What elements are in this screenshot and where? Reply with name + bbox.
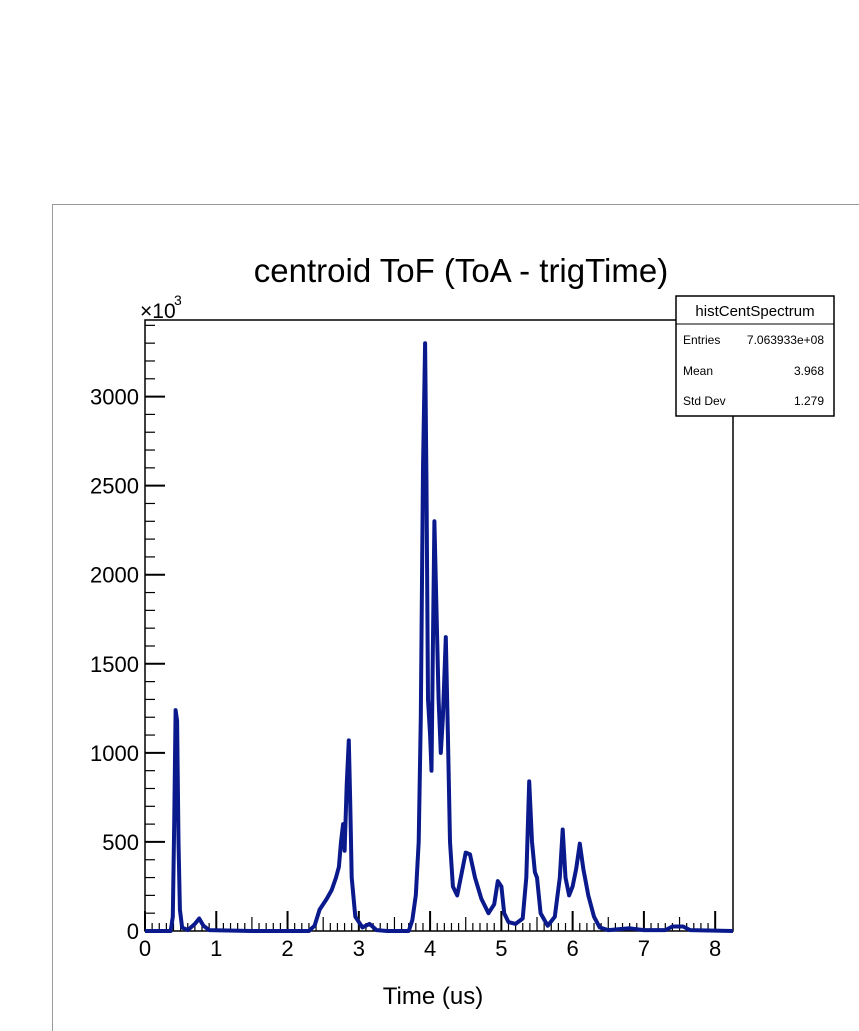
stats-stddev-label: Std Dev — [683, 394, 726, 408]
canvas-frame — [52, 204, 859, 1031]
x-axis-ticks: 0 1 2 3 4 5 6 7 8 — [139, 911, 721, 961]
x-tick-label: 1 — [210, 936, 222, 961]
plot-frame — [144, 319, 734, 932]
stats-entries-label: Entries — [683, 333, 720, 347]
y-tick-label: 1500 — [90, 652, 139, 677]
x-tick-label: 8 — [709, 936, 721, 961]
stats-mean-value: 3.968 — [794, 364, 824, 378]
y-axis-ticks: 0 500 1000 1500 2000 2500 3000 — [90, 324, 165, 944]
x-tick-label: 2 — [281, 936, 293, 961]
stats-box-frame — [675, 295, 835, 417]
y-tick-label: 0 — [127, 919, 139, 944]
y-multiplier: ×10 3 — [140, 292, 182, 323]
stats-box: histCentSpectrum Entries 7.063933e+08 Me… — [675, 295, 835, 417]
x-axis-label: Time (us) — [383, 983, 483, 1010]
y-tick-label: 3000 — [90, 385, 139, 410]
y-multiplier-exponent: 3 — [174, 292, 182, 308]
chart-title: centroid ToF (ToA - trigTime) — [254, 252, 668, 289]
x-tick-label: 5 — [495, 936, 507, 961]
x-tick-label: 4 — [424, 936, 436, 961]
x-tick-label: 7 — [638, 936, 650, 961]
stats-stddev-value: 1.279 — [794, 394, 824, 408]
stats-entries-value: 7.063933e+08 — [747, 333, 824, 347]
y-tick-label: 2000 — [90, 563, 139, 588]
x-tick-label: 3 — [353, 936, 365, 961]
stats-mean-label: Mean — [683, 364, 713, 378]
y-multiplier-base: ×10 — [140, 300, 176, 323]
y-tick-label: 2500 — [90, 474, 139, 499]
y-tick-label: 500 — [102, 830, 139, 855]
x-tick-label: 0 — [139, 936, 151, 961]
series-line — [145, 341, 734, 933]
x-tick-label: 6 — [567, 936, 579, 961]
stats-box-title: histCentSpectrum — [695, 303, 814, 320]
y-tick-label: 1000 — [90, 741, 139, 766]
